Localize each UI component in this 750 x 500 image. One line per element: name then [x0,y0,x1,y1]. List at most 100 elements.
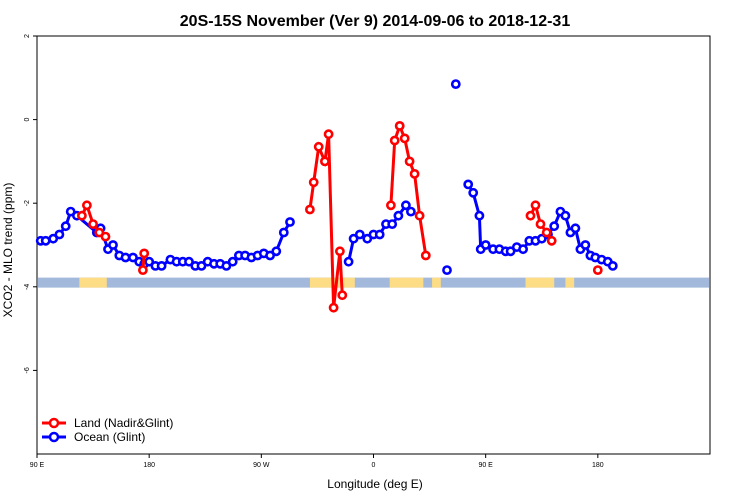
land-data-point [308,177,319,188]
ocean-data-point [156,260,167,271]
land-data-point [546,235,557,246]
land-data-point [404,156,415,167]
y-tick-label: 0 [24,118,31,122]
ocean-data-point [40,235,51,246]
legend-land-label: Land (Nadir&Glint) [74,416,173,430]
ocean-data-point [348,233,359,244]
y-tick-label: 2 [24,34,31,38]
y-tick-label: -2 [24,200,31,206]
ocean-data-point [278,227,289,238]
plot-frame [36,35,711,455]
ocean-data-point [393,210,404,221]
legend-land-marker [48,417,60,429]
land-data-point [100,231,111,242]
chart-title: 20S-15S November (Ver 9) 2014-09-06 to 2… [180,13,571,30]
land-strip-segment [389,277,424,288]
ocean-data-point [221,260,232,271]
x-axis: 90 E 180 90 W 0 90 E 180 [30,454,604,469]
ocean-data-point [265,250,275,261]
land-data-point [535,219,546,229]
land-strip-segment [79,277,107,288]
land-data-point [399,133,410,144]
ocean-data-point [580,240,591,250]
ocean-data-point [607,260,618,271]
ocean-data-point [48,233,59,244]
ocean-data-point [450,79,461,89]
legend-entry-ocean: Ocean (Glint) [42,430,145,444]
land-data-point [394,121,405,131]
ocean-data-point [536,233,547,244]
ocean-data-point [108,240,118,250]
ocean-data-point [196,260,207,271]
ocean-data-point [343,256,354,267]
ocean-data-point [400,200,411,211]
land-data-point [389,135,400,146]
legend-ocean-marker [48,431,60,443]
y-axis: 2 0 -2 -4 -6 [24,34,37,374]
legend: Land (Nadir&Glint) Ocean (Glint) [42,416,173,444]
ocean-data-point [128,252,138,263]
land-data-point [525,210,536,221]
legend-ocean-label: Ocean (Glint) [74,430,145,444]
ocean-data-point [354,229,365,240]
land-data-point [409,168,420,179]
ocean-data-point [60,221,71,232]
land-data-point [77,210,87,221]
land-strip-segment [432,277,441,288]
ocean-data-point [405,206,416,217]
x-tick-label: 90 E [30,462,45,469]
ocean-data-point [387,219,398,229]
land-data-point [414,210,425,221]
land-data-point [592,265,603,275]
ocean-data-point [505,246,516,257]
ocean-data-point [463,179,474,190]
land-series-line [308,133,344,308]
ocean-data-point [468,187,479,198]
ocean-data-point [518,244,528,255]
land-strip-segment [525,277,555,288]
x-tick-label: 90 E [478,462,493,469]
ocean-data-point [474,210,485,221]
ocean-data-point [184,256,194,267]
ocean-data-point [144,256,155,267]
series-group [35,79,618,313]
land-data-point [139,248,150,259]
ocean-data-point [374,229,385,240]
ocean-data-point [549,221,560,232]
land-series-line [389,121,428,256]
land-data-point [420,250,431,261]
ocean-data-point [570,223,581,234]
land-data-point [530,200,541,211]
land-data-point [313,141,324,152]
x-tick-label: 90 W [253,462,270,469]
ocean-data-point [442,265,452,275]
ocean-data-point [362,233,373,244]
land-data-point [334,246,345,257]
x-tick-label: 0 [372,462,376,469]
x-axis-label: Longitude (deg E) [327,477,422,491]
ocean-strip [38,277,709,288]
land-data-point [328,302,339,313]
ocean-data-point [54,229,65,240]
land-data-point [385,200,396,211]
y-tick-label: -4 [24,284,31,290]
land-data-point [304,204,315,215]
land-strip-segment [565,277,575,288]
legend-entry-land: Land (Nadir&Glint) [42,416,173,430]
land-data-point [137,265,148,275]
x-tick-label: 180 [143,462,155,469]
land-data-point [319,156,330,167]
y-axis-label: XCO2 - MLO trend (ppm) [1,183,15,318]
land-data-point [82,200,92,211]
land-data-point [541,227,552,238]
ocean-data-point [227,256,238,267]
ocean-data-point [271,246,282,257]
ocean-data-point [480,240,491,250]
y-tick-label: -6 [24,367,31,373]
ocean-data-point [285,217,295,227]
land-data-point [88,219,98,229]
ocean-data-point [560,210,571,221]
land-ocean-strip [38,277,709,288]
ocean-data-point [120,252,131,263]
